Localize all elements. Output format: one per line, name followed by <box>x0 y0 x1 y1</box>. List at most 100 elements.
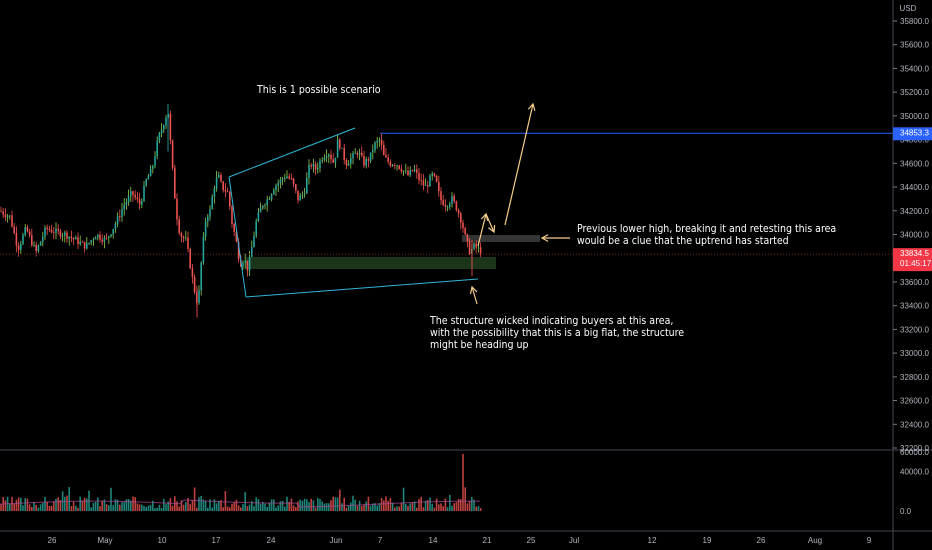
level-price-badge-text: 34853.3 <box>900 128 929 137</box>
candle-body <box>446 206 449 208</box>
volume-bar <box>332 496 334 511</box>
volume-bar <box>295 507 297 511</box>
candle-body <box>246 260 249 271</box>
candle-body <box>88 242 90 244</box>
candle-body <box>466 234 469 242</box>
candle-body <box>413 169 416 171</box>
candle-body <box>200 262 202 291</box>
candle-body <box>114 224 117 230</box>
volume-bar <box>336 497 339 511</box>
y-tick-label: 33600.0 <box>900 278 929 287</box>
volume-bar <box>31 506 33 511</box>
volume-bar <box>273 499 275 511</box>
candle-body <box>26 227 29 232</box>
candle-body <box>83 241 86 249</box>
volume-bar <box>17 497 20 511</box>
volume-bar <box>314 507 317 511</box>
volume-bar <box>409 503 411 511</box>
candle-body <box>66 232 68 239</box>
volume-bar <box>427 500 429 511</box>
volume-bar <box>277 505 279 511</box>
candle-body <box>374 142 376 151</box>
candle-body <box>319 160 321 169</box>
volume-bar <box>64 496 66 511</box>
candle-body <box>136 197 139 200</box>
candle-body <box>380 139 383 145</box>
candle-body <box>226 191 229 193</box>
volume-bar <box>39 504 42 511</box>
candle-body <box>77 237 79 245</box>
candle-body <box>288 176 290 179</box>
candle-body <box>20 243 22 250</box>
candle-body <box>171 140 174 168</box>
candle-body <box>343 147 345 160</box>
volume-bar <box>422 507 425 511</box>
volume-bar <box>79 496 81 511</box>
volume-bar <box>405 503 407 511</box>
volume-bar <box>431 503 433 511</box>
candle-body <box>387 157 389 162</box>
candle-body <box>156 140 158 157</box>
candle-body <box>363 155 365 166</box>
y-tick-label: 35400.0 <box>900 64 929 73</box>
candle-body <box>33 244 35 246</box>
arrow-wick-head <box>469 285 478 294</box>
candle-body <box>207 216 209 222</box>
candle-body <box>303 193 306 195</box>
volume-bar <box>416 507 418 511</box>
y-tick-label: 35600.0 <box>900 41 929 50</box>
volume-bar <box>55 498 57 511</box>
candle-body <box>405 170 407 172</box>
lower-trendline <box>245 278 479 298</box>
volume-bar <box>319 499 321 511</box>
arrow-projection-head <box>527 102 536 111</box>
volume-bar <box>389 498 392 511</box>
volume-bar <box>244 492 246 511</box>
volume-bar <box>438 504 440 511</box>
volume-bar <box>226 506 229 511</box>
candle-body <box>301 194 304 196</box>
candle-body <box>400 168 403 172</box>
candle-body <box>48 229 51 231</box>
candle-body <box>35 244 37 252</box>
volume-bar <box>367 496 370 511</box>
candle-body <box>251 247 253 258</box>
candle-body <box>112 229 114 235</box>
volume-bar <box>94 501 97 511</box>
candle-body <box>442 200 444 205</box>
volume-bar <box>182 504 185 511</box>
volume-bar <box>75 505 77 511</box>
candle-body <box>391 165 394 166</box>
candle-body <box>334 157 337 163</box>
volume-bar <box>240 507 242 511</box>
volume-bar <box>9 503 11 511</box>
candle-body <box>24 227 26 235</box>
y-tick-label: 33400.0 <box>900 302 929 311</box>
volume-bar <box>231 503 233 511</box>
y-tick-label: 33200.0 <box>900 325 929 334</box>
candle-body <box>17 245 20 250</box>
candle-body <box>281 178 284 180</box>
x-tick-label: May <box>97 536 112 545</box>
volume-bar <box>301 500 304 511</box>
candle-body <box>50 230 53 233</box>
y-tick-label: 33000.0 <box>900 349 929 358</box>
volume-bar <box>138 504 141 511</box>
x-tick-label: 26 <box>757 536 766 545</box>
volume-bar <box>350 502 352 511</box>
volume-bar <box>477 506 480 511</box>
volume-bar <box>339 489 341 511</box>
candle-body <box>191 268 194 277</box>
y-tick-label: 35800.0 <box>900 17 929 26</box>
volume-bar <box>114 499 117 511</box>
annotation-scenario: This is 1 possible scenario <box>257 84 381 96</box>
candle-body <box>383 144 385 156</box>
x-tick-label: 17 <box>212 536 221 545</box>
volume-bar <box>297 501 299 511</box>
candle-body <box>130 191 132 196</box>
candle-body <box>477 247 480 249</box>
volume-bar <box>90 507 92 511</box>
volume-bar <box>44 496 46 511</box>
